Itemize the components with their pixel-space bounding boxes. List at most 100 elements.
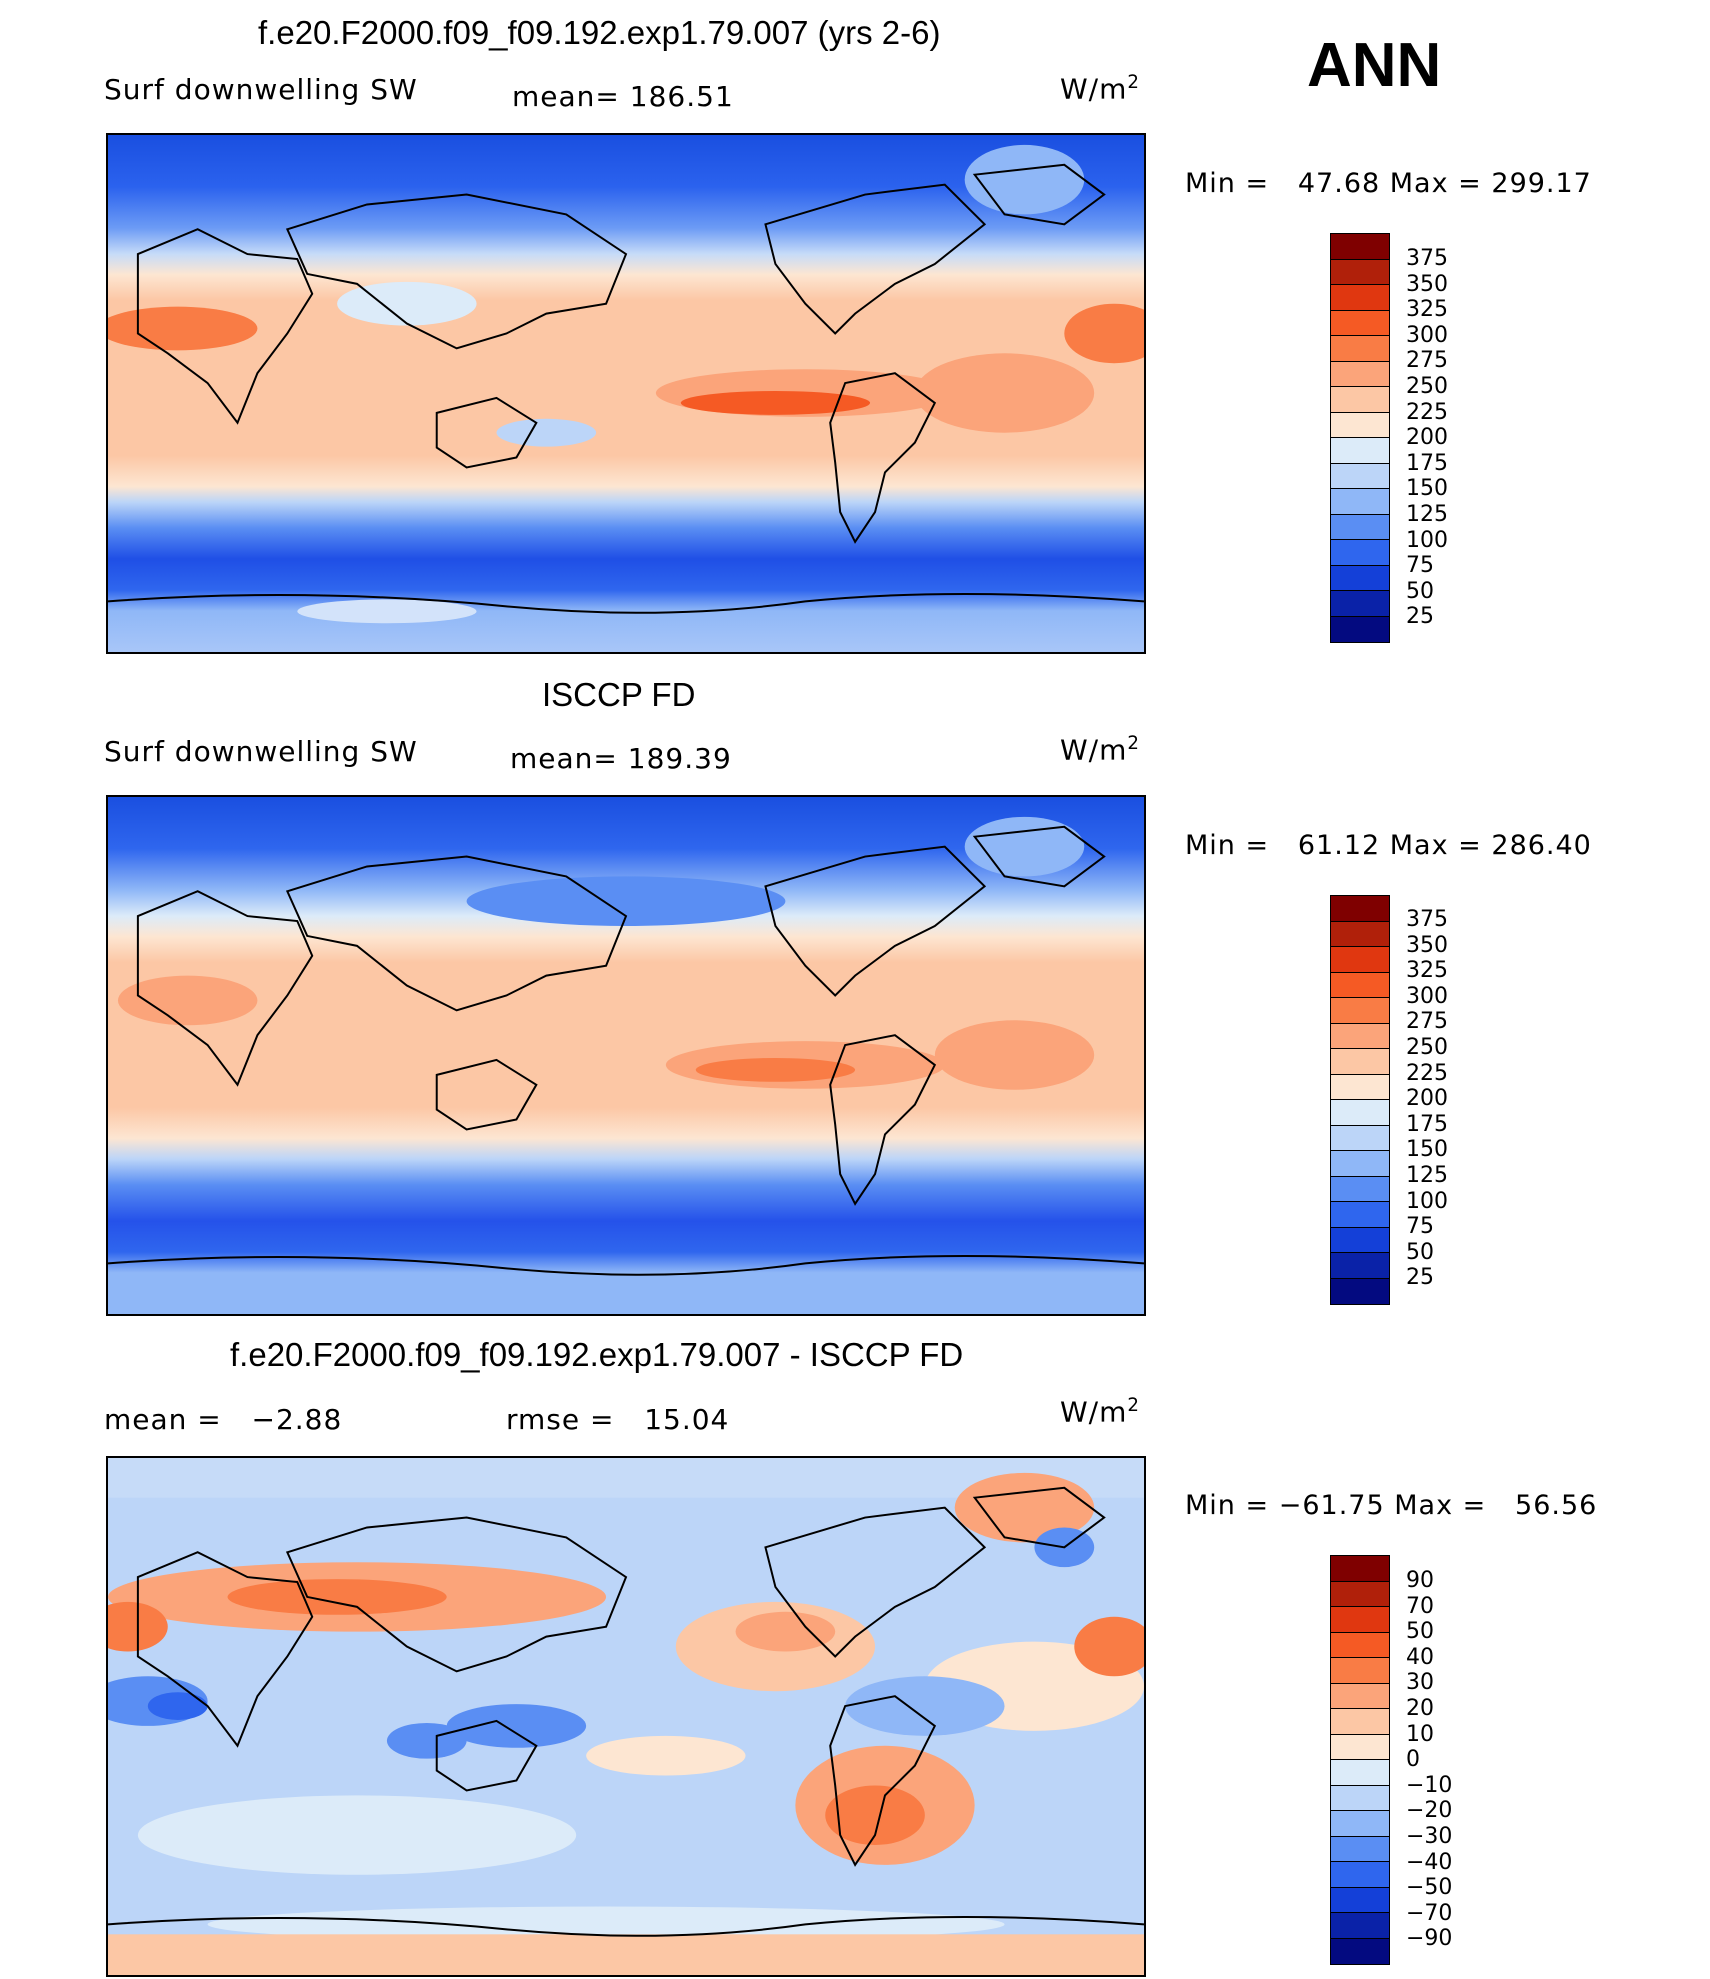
colorbar-tick-label: −30 (1406, 1823, 1453, 1849)
colorbar-swatch (1331, 1607, 1389, 1633)
colorbar-tick-label: 75 (1406, 553, 1434, 579)
colorbar-tick-label: 375 (1406, 907, 1448, 932)
colorbar-swatch (1331, 1074, 1389, 1100)
colorbar-swatch (1331, 1709, 1389, 1735)
panel-3-colorbar (1330, 1555, 1390, 1965)
colorbar-tick-label: 100 (1406, 1188, 1448, 1214)
colorbar-swatch (1331, 1658, 1389, 1684)
season-label: ANN (1307, 31, 1442, 100)
colorbar-tick-label: 75 (1406, 1214, 1434, 1240)
panel-2-units: W/m2 (1060, 733, 1140, 767)
colorbar-swatch (1331, 438, 1389, 464)
colorbar-tick-label: 150 (1406, 1137, 1448, 1163)
colorbar-swatch (1331, 1811, 1389, 1837)
panel-2-mean-value: 189.39 (627, 742, 732, 775)
colorbar-swatch (1331, 1049, 1389, 1075)
colorbar-swatch (1331, 1253, 1389, 1279)
colorbar-swatch (1331, 361, 1389, 387)
colorbar-swatch (1331, 310, 1389, 336)
panel-1-mean-value: 186.51 (629, 80, 734, 113)
colorbar-tick-label: −10 (1406, 1772, 1453, 1798)
panel-1-map (106, 133, 1146, 654)
colorbar-swatch (1331, 972, 1389, 998)
colorbar-tick-label: 325 (1406, 958, 1448, 984)
colorbar-swatch (1331, 1760, 1389, 1786)
panel-2-minmax: Min = 61.12 Max = 286.40 (1185, 830, 1592, 861)
colorbar-swatch (1331, 489, 1389, 515)
colorbar-swatch (1331, 591, 1389, 617)
colorbar-swatch (1331, 463, 1389, 489)
colorbar-tick-label: −70 (1406, 1900, 1453, 1926)
colorbar-tick-label: −90 (1406, 1926, 1453, 1952)
colorbar-tick-label: 350 (1406, 271, 1448, 297)
colorbar-swatch (1331, 540, 1389, 566)
colorbar-tick-label: 150 (1406, 476, 1448, 502)
colorbar-swatch (1331, 1836, 1389, 1862)
colorbar-tick-label: 200 (1406, 425, 1448, 451)
colorbar-swatch (1331, 616, 1389, 642)
colorbar-swatch (1331, 1862, 1389, 1888)
colorbar-tick-label: 70 (1406, 1593, 1434, 1619)
colorbar-swatch (1331, 1785, 1389, 1811)
panel-1-units: W/m2 (1060, 72, 1140, 106)
colorbar-tick-label: 250 (1406, 373, 1448, 399)
colorbar-tick-label: 200 (1406, 1086, 1448, 1112)
colorbar-tick-label: 50 (1406, 1239, 1434, 1265)
colorbar-tick-label: 50 (1406, 578, 1434, 604)
colorbar-tick-label: 125 (1406, 1162, 1448, 1188)
colorbar-tick-label: 0 (1406, 1747, 1420, 1773)
colorbar-tick-label: −40 (1406, 1849, 1453, 1875)
colorbar-swatch (1331, 565, 1389, 591)
colorbar-swatch (1331, 998, 1389, 1024)
panel-3-minmax: Min = −61.75 Max = 56.56 (1185, 1490, 1598, 1521)
colorbar-tick-label: 275 (1406, 1009, 1448, 1035)
panel-1-mean: mean= 186.51 (512, 80, 734, 113)
panel-2-variable: Surf downwelling SW (104, 735, 418, 768)
colorbar-swatch (1331, 259, 1389, 285)
colorbar-tick-label: 25 (1406, 604, 1434, 630)
colorbar-swatch (1331, 1683, 1389, 1709)
colorbar-tick-label: 175 (1406, 450, 1448, 476)
colorbar-tick-label: 300 (1406, 322, 1448, 348)
colorbar-swatch (1331, 947, 1389, 973)
colorbar-tick-label: 30 (1406, 1670, 1434, 1696)
colorbar-tick-label: 40 (1406, 1644, 1434, 1670)
panel-2-mean: mean= 189.39 (510, 742, 732, 775)
colorbar-swatch (1331, 412, 1389, 438)
colorbar-swatch (1331, 1556, 1389, 1582)
colorbar-swatch (1331, 1581, 1389, 1607)
colorbar-swatch (1331, 1913, 1389, 1939)
panel-3-mean: mean = −2.88 (104, 1403, 343, 1436)
panel-3-colorbar-labels: 90 70 50 40 30 20 10 0 −10 −20 −30 −40 −50 −70 −90 (1406, 1568, 1452, 1952)
colorbar-swatch (1331, 1125, 1389, 1151)
colorbar-swatch (1331, 1734, 1389, 1760)
panel-3-title: f.e20.F2000.f09_f09.192.exp1.79.007 - IS… (230, 1336, 964, 1373)
colorbar-tick-label: −20 (1406, 1798, 1453, 1824)
colorbar-swatch (1331, 921, 1389, 947)
panel-3-rmse: rmse = 15.04 (506, 1403, 730, 1436)
colorbar-tick-label: 100 (1406, 527, 1448, 553)
panel-2-title: ISCCP FD (542, 676, 696, 713)
panel-2-mean-label: mean= (510, 742, 618, 775)
panel-1-title: f.e20.F2000.f09_f09.192.exp1.79.007 (yrs… (258, 14, 941, 51)
panel-2-colorbar-labels: 375 350 325 300 275 250 225 200 175 150 125 100 75 50… (1406, 907, 1448, 1291)
panel-2-map (106, 795, 1146, 1316)
colorbar-tick-label: 25 (1406, 1265, 1434, 1291)
colorbar-swatch (1331, 1938, 1389, 1964)
colorbar-tick-label: 375 (1406, 246, 1448, 271)
colorbar-swatch (1331, 1202, 1389, 1228)
colorbar-tick-label: −50 (1406, 1875, 1453, 1901)
panel-2-colorbar (1330, 895, 1390, 1305)
colorbar-tick-label: 10 (1406, 1721, 1434, 1747)
panel-1-variable: Surf downwelling SW (104, 73, 418, 106)
colorbar-swatch (1331, 1278, 1389, 1304)
colorbar-swatch (1331, 1227, 1389, 1253)
panel-3-units: W/m2 (1060, 1395, 1140, 1429)
colorbar-swatch (1331, 336, 1389, 362)
colorbar-swatch (1331, 1151, 1389, 1177)
colorbar-swatch (1331, 1176, 1389, 1202)
panel-1-colorbar (1330, 233, 1390, 643)
panel-1-mean-label: mean= (512, 80, 620, 113)
colorbar-swatch (1331, 1023, 1389, 1049)
panel-1-colorbar-labels: 375 350 325 300 275 250 225 200 175 150 125 100 75 50… (1406, 246, 1448, 630)
